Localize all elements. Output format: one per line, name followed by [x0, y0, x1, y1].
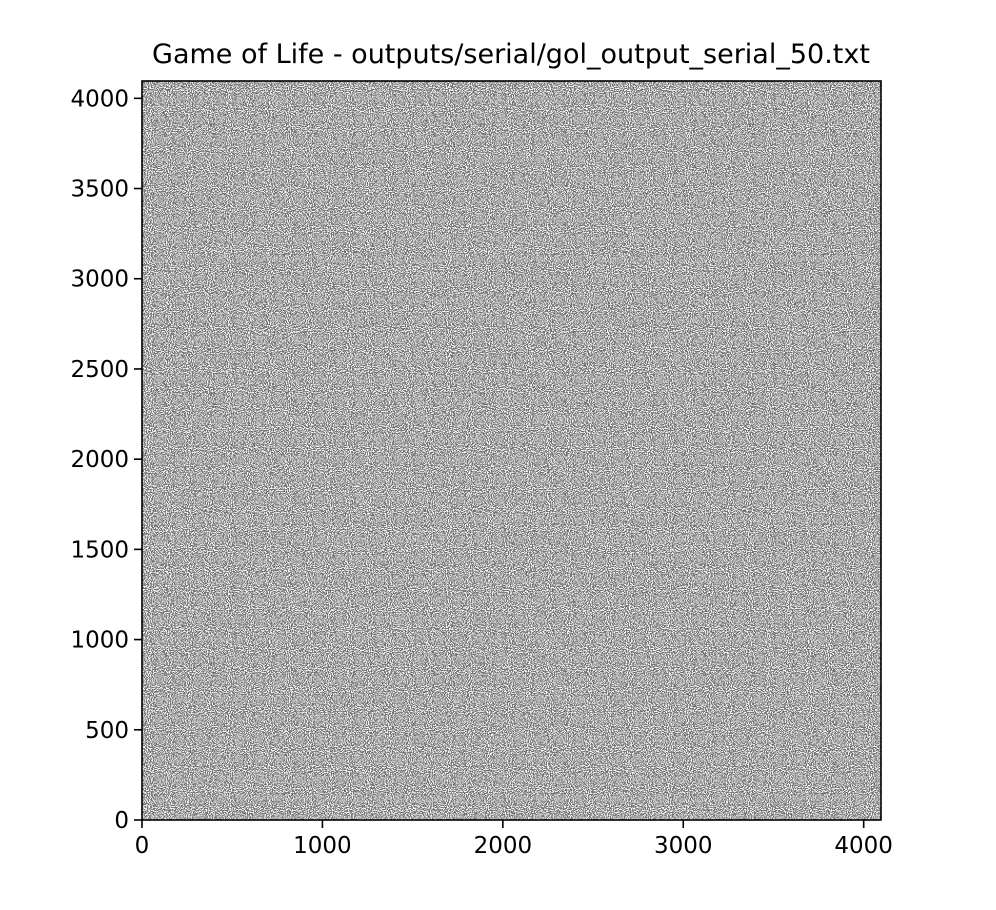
- chart-title: Game of Life - outputs/serial/gol_output…: [152, 39, 870, 70]
- x-axis: 0 1000 2000 3000 4000: [135, 820, 893, 859]
- y-tick-label: 3000: [70, 267, 129, 293]
- y-tick-label: 4000: [70, 86, 129, 112]
- y-tick-label: 2500: [70, 357, 129, 383]
- y-tick-label: 2000: [70, 447, 129, 473]
- x-tick-label: 2000: [474, 833, 533, 859]
- x-tick-label: 0: [135, 833, 150, 859]
- y-tick-label: 1500: [70, 537, 129, 563]
- x-tick-label: 1000: [293, 833, 352, 859]
- y-tick-label: 0: [114, 808, 129, 834]
- y-tick-label: 3500: [70, 177, 129, 203]
- heatmap-cells: [142, 81, 881, 820]
- axes-frame: [141, 80, 882, 821]
- x-tick-label: 4000: [834, 833, 893, 859]
- y-tick-label: 500: [85, 718, 129, 744]
- heatmap-image: [142, 81, 881, 820]
- y-axis: 0 500 1000 1500 2000 2500 3000 3500 4000: [70, 86, 142, 834]
- x-tick-label: 3000: [654, 833, 713, 859]
- y-tick-label: 1000: [70, 628, 129, 654]
